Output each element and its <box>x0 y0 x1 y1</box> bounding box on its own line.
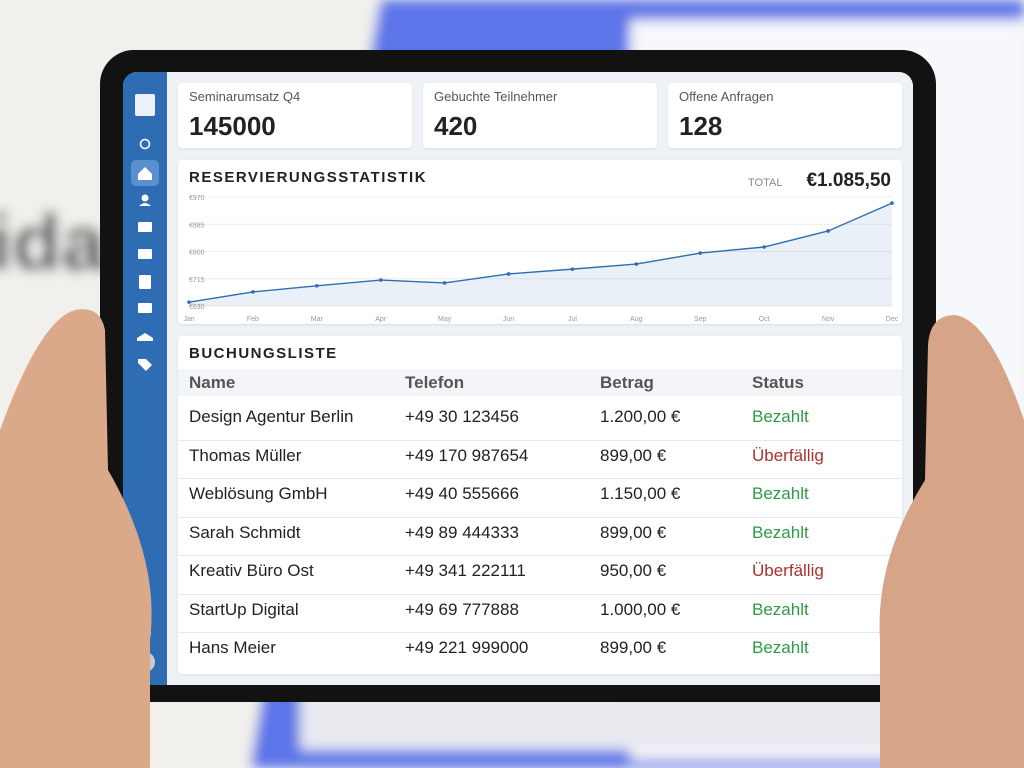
table-cell: StartUp Digital <box>189 599 299 619</box>
table-cell: Kreativ Büro Ost <box>189 561 314 580</box>
total-value: €1.085,50 <box>806 170 891 191</box>
point <box>826 229 830 233</box>
point <box>634 262 639 266</box>
svg-text:ida: ida <box>0 198 106 287</box>
table-cell: Sarah Schmidt <box>189 522 301 542</box>
chart-title: RESERVIERUNGSSTATISTIK <box>189 169 428 186</box>
table-cell: 899,00 € <box>600 445 667 465</box>
column-header: Telefon <box>405 373 465 392</box>
table-cell: +49 341 222111 <box>405 561 526 580</box>
table-cell: +49 170 987654 <box>405 445 529 465</box>
point <box>442 281 447 285</box>
y-tick-label: €970 <box>189 195 205 202</box>
table-cell: Bezahlt <box>752 407 809 426</box>
x-tick-label: Oct <box>759 316 770 323</box>
point <box>570 267 575 271</box>
x-tick-label: Mar <box>311 316 324 323</box>
table-cell: 1.150,00 € <box>600 484 681 503</box>
table-cell: 899,00 € <box>600 522 667 542</box>
x-tick-label: Jan <box>183 316 194 323</box>
table-cell: Überfällig <box>752 561 824 580</box>
x-tick-label: Sep <box>694 316 707 323</box>
table-card: BUCHUNGSLISTE Name Telefon Betrag Status Des… <box>178 336 902 674</box>
kpi-value: 128 <box>679 111 723 141</box>
point <box>762 245 766 249</box>
point <box>315 284 319 288</box>
row-divider <box>178 478 902 479</box>
table-cell: Überfällig <box>752 445 824 465</box>
table-cell: Design Agentur Berlin <box>189 407 354 426</box>
table-cell: +49 30 123456 <box>405 407 519 426</box>
point <box>698 251 703 255</box>
y-tick-label: €715 <box>189 277 205 284</box>
point <box>187 300 191 304</box>
kpi-label: Offene Anfragen <box>679 89 774 104</box>
row-divider <box>178 593 902 595</box>
column-header: Status <box>752 373 804 392</box>
x-tick-label: May <box>438 316 452 323</box>
table-cell: Bezahlt <box>752 599 809 619</box>
table-cell: Thomas Müller <box>189 445 302 465</box>
table-cell: Bezahlt <box>752 638 809 657</box>
point <box>251 290 255 294</box>
x-tick-label: Dec <box>886 316 899 323</box>
row-divider <box>178 555 902 556</box>
x-tick-label: Apr <box>375 316 387 323</box>
table-title: BUCHUNGSLISTE <box>189 345 338 362</box>
x-tick-label: Jun <box>503 316 514 323</box>
table-cell: Hans Meier <box>189 638 276 657</box>
column-header: Betrag <box>600 373 654 392</box>
table-header-bg <box>178 369 902 396</box>
kpi-card: Offene Anfragen 128 <box>668 83 902 148</box>
point <box>506 272 511 276</box>
kpi-value: 420 <box>434 111 478 141</box>
y-tick-label: €630 <box>189 304 205 311</box>
total-label: TOTAL <box>748 177 783 189</box>
table-cell: 950,00 € <box>600 561 667 580</box>
point <box>378 278 383 282</box>
table-cell: +49 89 444333 <box>405 522 519 542</box>
y-tick-label: €885 <box>189 222 205 229</box>
row-divider <box>178 439 902 441</box>
table-cell: Bezahlt <box>752 484 809 503</box>
kpi-label: Gebuchte Teilnehmer <box>434 89 558 104</box>
table-cell: 899,00 € <box>600 638 667 657</box>
x-tick-label: Feb <box>247 316 259 323</box>
table-cell: Weblösung GmbH <box>189 484 328 503</box>
table-cell: 1.000,00 € <box>600 599 681 619</box>
kpi-card: Gebuchte Teilnehmer 420 <box>423 83 657 148</box>
table-cell: +49 221 999000 <box>405 638 529 657</box>
chart-card: RESERVIERUNGSSTATISTIK TOTAL €1.085,50 €… <box>178 160 902 324</box>
row-divider <box>178 632 902 633</box>
table: Name Telefon Betrag Status Design Agentur Be… <box>178 336 902 674</box>
area <box>189 203 892 306</box>
row-divider <box>178 516 902 518</box>
table-cell: +49 69 777888 <box>405 599 519 619</box>
kpi-label: Seminarumsatz Q4 <box>189 89 301 104</box>
content: Seminarumsatz Q4 145000 Gebuchte Teilneh… <box>123 72 913 685</box>
kpi-card: Seminarumsatz Q4 145000 <box>178 83 412 148</box>
table-cell: +49 40 555666 <box>405 484 519 503</box>
x-tick-label: Jul <box>568 316 577 323</box>
kpi-value: 145000 <box>189 111 276 141</box>
x-tick-label: Aug <box>630 316 643 323</box>
screen: Seminarumsatz Q4 145000 Gebuchte Teilneh… <box>123 72 913 685</box>
x-tick-label: Nov <box>822 316 835 323</box>
column-header: Name <box>189 373 236 392</box>
point <box>890 201 894 205</box>
table-cell: 1.200,00 € <box>600 407 681 426</box>
line-chart: €630 €715 €800 €885 €970 Jan Feb Mar Apr May Jun Ju… <box>183 195 899 323</box>
y-tick-label: €800 <box>189 250 205 257</box>
table-cell: Bezahlt <box>752 522 809 542</box>
line <box>188 202 893 303</box>
